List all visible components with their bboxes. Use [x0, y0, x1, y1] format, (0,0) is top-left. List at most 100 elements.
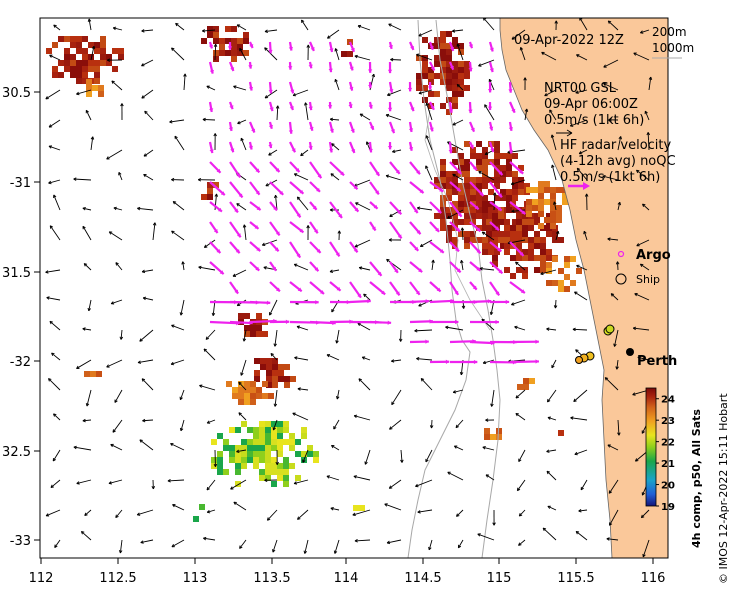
sst-cell [259, 421, 265, 427]
radar-velocity-arrow [448, 61, 455, 71]
model-current-arrow [53, 24, 61, 31]
sst-cell [271, 439, 277, 445]
model-current-arrow [142, 418, 154, 423]
radar-velocity-arrow [409, 241, 420, 252]
sst-cell [500, 243, 506, 249]
plot-frame [39, 17, 669, 559]
sst-cell [458, 189, 464, 195]
sst-cell [253, 451, 259, 457]
model-current-arrow [389, 419, 402, 430]
plot-area [40, 18, 668, 558]
radar-velocity-arrow [429, 241, 445, 254]
model-current-arrow [141, 59, 154, 67]
model-current-arrow [511, 29, 526, 40]
y-tick-label: 31.5 [2, 266, 31, 281]
radar-velocity-arrow [308, 61, 313, 69]
radar-velocity-arrow [449, 201, 463, 218]
radar-velocity-arrow [469, 221, 482, 233]
sst-cell [301, 433, 307, 439]
radar-velocity-arrow [269, 319, 290, 324]
radar-velocity-arrow [487, 81, 493, 93]
model-current-arrow [634, 293, 650, 301]
sst-cell [283, 439, 289, 445]
radar-scale-arrow-icon [568, 182, 590, 190]
sst-cell [556, 205, 562, 211]
sst-cell [88, 42, 94, 48]
model-current-arrow [242, 329, 247, 342]
sst-cell [422, 61, 428, 67]
sst-cell [526, 211, 532, 217]
sst-cell [482, 225, 488, 231]
radar-velocity-arrow [289, 181, 305, 195]
model-current-arrow [85, 109, 92, 121]
model-current-arrow [82, 327, 92, 331]
model-current-arrow [640, 509, 650, 519]
radar-velocity-arrow [329, 299, 351, 305]
model-current-arrow [398, 329, 403, 342]
model-current-arrow [636, 239, 650, 247]
model-current-arrow [205, 329, 216, 340]
sst-cell [434, 61, 440, 67]
radar-velocity-arrow [329, 281, 342, 292]
model-current-arrow [181, 261, 185, 271]
model-current-arrow [603, 59, 619, 68]
sst-cell [82, 48, 88, 54]
radar-velocity-arrow [488, 121, 494, 131]
model-current-arrow [455, 419, 464, 429]
sst-cell [88, 54, 94, 60]
sst-cell [470, 237, 476, 243]
model-current-arrow [485, 418, 495, 422]
sst-cell [76, 42, 82, 48]
model-current-arrow [578, 149, 588, 155]
sst-cell [235, 481, 241, 487]
sst-cell [534, 267, 540, 273]
sst-cell [540, 249, 546, 255]
sst-cell [235, 463, 241, 469]
x-tick-label: 114.5 [404, 571, 441, 586]
sst-cell [558, 237, 564, 243]
model-current-arrow [90, 136, 95, 151]
sst-cell [217, 457, 223, 463]
sst-cell [494, 177, 500, 183]
sst-cell [76, 66, 82, 72]
sst-cell [498, 237, 504, 243]
radar-velocity-arrow [488, 141, 495, 153]
sst-cell [506, 201, 512, 207]
sst-cell [504, 225, 510, 231]
sst-cell [259, 427, 265, 433]
sst-cell [106, 60, 112, 66]
sst-cell [458, 67, 464, 73]
model-current-arrow [110, 443, 123, 451]
sst-cell [271, 463, 277, 469]
sst-cell [86, 85, 92, 91]
sst-cell [265, 445, 271, 451]
model-current-arrow [386, 539, 402, 545]
model-current-arrow [388, 479, 402, 489]
sst-cell [458, 165, 464, 171]
sst-cell [440, 225, 446, 231]
model-current-arrow [230, 479, 247, 490]
sst-cell [482, 165, 488, 171]
sst-cell [253, 463, 259, 469]
sst-cell [440, 171, 446, 177]
sst-cell [506, 171, 512, 177]
model-current-arrow [546, 389, 557, 403]
model-current-arrow [140, 539, 154, 544]
radar-velocity-arrow [509, 241, 525, 257]
radar-velocity-arrow [349, 201, 360, 213]
sst-cell [484, 434, 490, 440]
sst-cell [534, 237, 540, 243]
sst-cell [271, 457, 277, 463]
sst-cell [526, 199, 532, 205]
sst-cell [229, 457, 235, 463]
sst-cell [504, 243, 510, 249]
model-current-arrow [296, 325, 309, 331]
sst-cell [534, 231, 540, 237]
sst-cell [512, 207, 518, 213]
radar-velocity-arrow [248, 141, 253, 150]
sst-cell [434, 91, 440, 97]
model-current-arrow [171, 539, 185, 548]
sst-cell [434, 213, 440, 219]
model-current-arrow [546, 470, 557, 481]
sst-cell [250, 381, 256, 387]
